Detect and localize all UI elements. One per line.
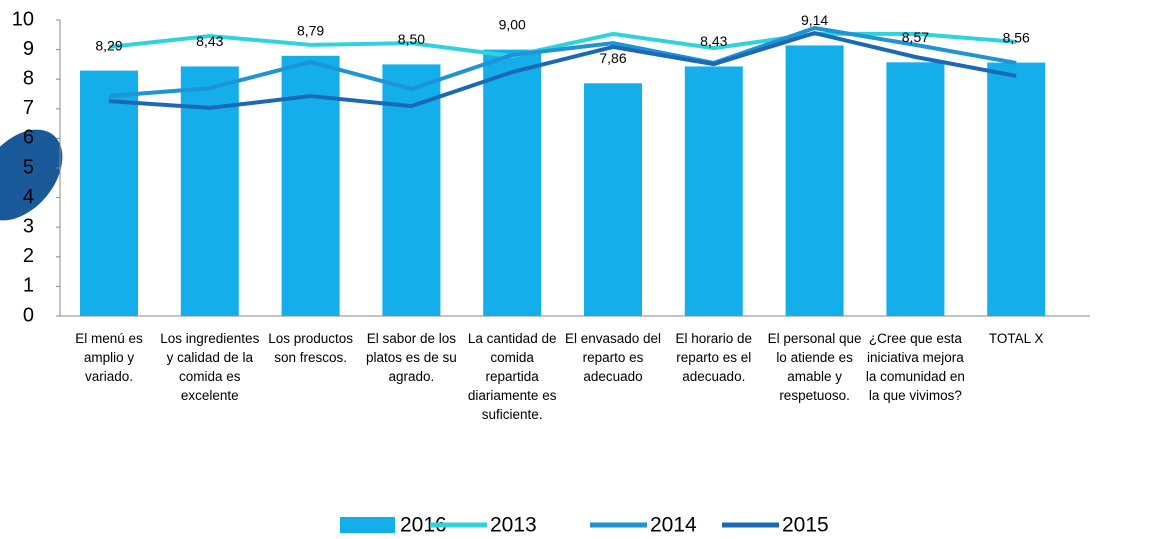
y-tick-label: 6 [23, 127, 34, 149]
bar [483, 49, 542, 316]
legend-label: 2013 [490, 514, 537, 537]
data-label: 8,50 [398, 31, 425, 47]
y-tick-label: 4 [23, 186, 34, 208]
line [108, 31, 1017, 110]
data-label: 8,56 [1003, 29, 1030, 45]
y-tick-label: 3 [23, 215, 34, 237]
bar [80, 70, 138, 316]
data-label: 9,00 [499, 16, 526, 32]
y-tick-label: 2 [23, 245, 34, 267]
y-tick-label: 10 [12, 8, 34, 30]
x-tick-label: El envasado del reparto es adecuado [564, 331, 662, 384]
line [108, 25, 1017, 99]
legend-label: 2015 [782, 514, 829, 537]
data-label: 8,29 [95, 37, 122, 53]
data-label: 9,14 [801, 12, 828, 28]
x-tick-label: El menú es amplio y variado. [75, 331, 143, 384]
decoration [0, 129, 63, 221]
y-tick-label: 5 [23, 156, 34, 178]
bar [987, 62, 1046, 317]
bar [785, 45, 844, 317]
bar [886, 62, 945, 316]
data-label: 8,57 [902, 29, 929, 45]
legend-label: 2014 [650, 514, 697, 537]
x-tick-label: El sabor de los platos es de su agrado. [365, 331, 457, 384]
data-label: 8,43 [700, 33, 727, 49]
bar [584, 83, 642, 317]
x-tick-label: El horario de reparto es el adecuado. [675, 331, 753, 384]
legend-label: 2016 [400, 514, 447, 537]
y-tick-label: 0 [23, 304, 34, 326]
y-tick-label: 9 [23, 38, 34, 60]
x-tick-label: TOTAL X [988, 331, 1044, 346]
data-label: 8,43 [196, 33, 223, 49]
x-tick-label: La cantidad de comida repartida diariame… [467, 331, 557, 422]
y-tick-label: 7 [23, 97, 34, 119]
x-tick-label: Los ingredientes y calidad de la comida … [160, 331, 260, 403]
y-tick-label: 1 [23, 275, 34, 297]
line [108, 31, 1017, 59]
y-tick-label: 8 [23, 67, 34, 89]
data-label: 8,79 [297, 23, 324, 39]
data-label: 7,86 [599, 50, 626, 66]
bar [684, 66, 743, 316]
legend-swatch [340, 517, 395, 533]
x-tick-label: Los productos son frescos. [268, 331, 353, 365]
x-tick-label: El personal que lo atiende es amable y r… [767, 331, 862, 403]
x-tick-label: ¿Cree que esta iniciativa mejora la comu… [865, 331, 965, 403]
